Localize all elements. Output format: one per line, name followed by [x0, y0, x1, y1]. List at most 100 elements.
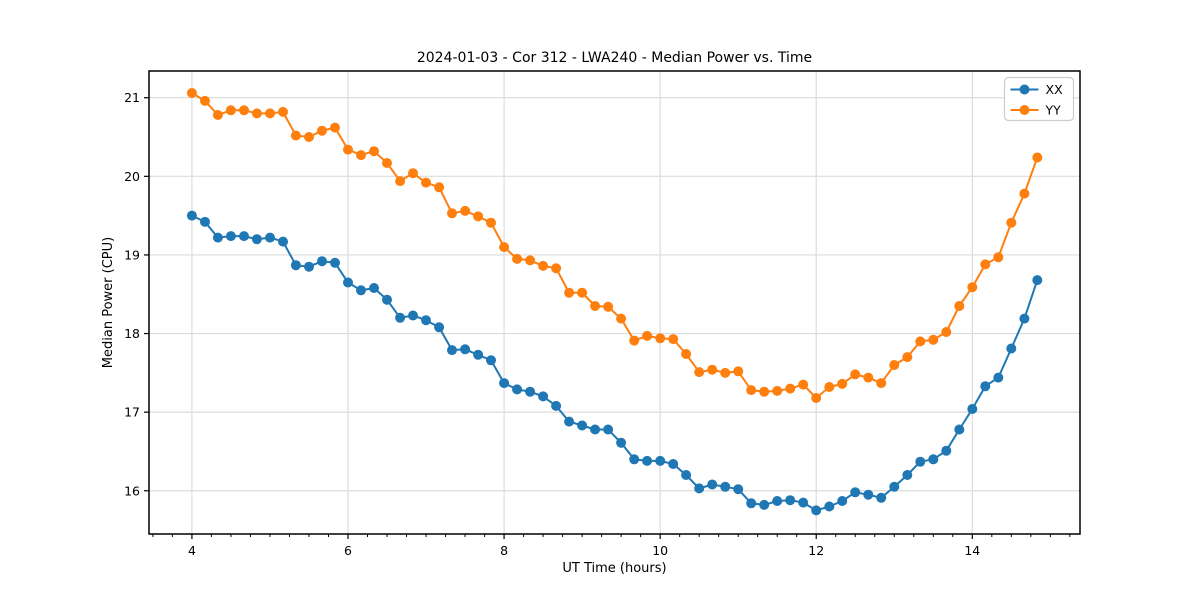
data-point-yy: [1006, 217, 1017, 228]
data-point-xx: [668, 459, 679, 469]
data-point-xx: [239, 231, 249, 242]
data-point-xx: [720, 481, 731, 492]
y-tick-label: 20: [124, 169, 140, 184]
data-point-xx: [421, 315, 431, 326]
data-point-xx: [434, 322, 445, 333]
legend: XX YY: [1003, 76, 1075, 122]
data-point-yy: [225, 105, 236, 116]
data-point-yy: [382, 158, 392, 168]
data-point-xx: [551, 400, 562, 411]
data-point-xx: [382, 294, 392, 305]
data-point-yy: [290, 130, 301, 141]
data-point-yy: [538, 260, 549, 271]
data-point-yy: [395, 176, 406, 187]
data-point-xx: [642, 455, 653, 466]
y-axis-label: Median Power (CPU): [101, 237, 116, 368]
data-point-xx: [785, 495, 796, 506]
legend-marker-xx: [1019, 84, 1030, 95]
data-point-yy: [239, 105, 249, 116]
data-point-yy: [863, 372, 874, 383]
data-point-xx: [369, 283, 379, 293]
data-point-xx: [941, 445, 952, 456]
data-point-xx: [967, 404, 978, 414]
data-point-xx: [525, 386, 536, 397]
data-point-yy: [421, 177, 431, 188]
data-point-xx: [772, 496, 783, 506]
data-point-yy: [460, 205, 471, 216]
data-point-xx: [212, 232, 223, 243]
data-point-xx: [681, 470, 692, 480]
data-point-xx: [473, 349, 484, 360]
data-point-yy: [642, 330, 653, 341]
x-tick-label: 12: [808, 543, 824, 558]
data-point-yy: [447, 208, 457, 219]
data-point-yy: [434, 182, 445, 193]
data-point-xx: [278, 236, 288, 247]
data-point-yy: [186, 88, 197, 98]
data-point-xx: [290, 260, 301, 271]
data-point-yy: [785, 383, 796, 394]
data-point-yy: [616, 313, 627, 324]
data-point-yy: [967, 282, 978, 293]
data-point-xx: [733, 484, 744, 495]
data-point-xx: [512, 384, 523, 395]
plot-border: [148, 70, 1081, 535]
legend-box: [1003, 76, 1075, 122]
data-point-xx: [629, 454, 640, 465]
data-point-yy: [304, 132, 314, 142]
data-point-xx: [707, 479, 718, 490]
data-point-yy: [1019, 188, 1030, 199]
data-point-xx: [486, 355, 496, 366]
data-point-yy: [330, 122, 340, 133]
data-point-yy: [668, 334, 679, 345]
data-point-xx: [616, 437, 627, 448]
legend-marker-yy: [1019, 105, 1030, 115]
data-point-yy: [733, 366, 744, 377]
data-point-xx: [915, 456, 926, 467]
x-tick-label: 14: [964, 543, 980, 558]
data-point-yy: [251, 108, 262, 119]
data-point-xx: [265, 232, 275, 243]
data-point-xx: [225, 231, 236, 242]
data-point-yy: [889, 360, 900, 370]
data-point-xx: [186, 210, 197, 221]
data-point-yy: [993, 252, 1004, 263]
data-point-xx: [251, 234, 262, 245]
data-point-xx: [1006, 343, 1017, 354]
axis-ticks: 4 6 8 10 12 14 16 17 18 19 20 21: [124, 90, 1071, 558]
data-point-xx: [330, 257, 340, 268]
data-point-yy: [655, 333, 666, 344]
data-point-yy: [512, 253, 523, 264]
data-point-yy: [590, 301, 601, 311]
data-point-yy: [980, 259, 991, 270]
data-point-xx: [798, 497, 809, 508]
data-point-yy: [850, 369, 861, 380]
data-point-yy: [408, 168, 418, 179]
data-point-xx: [1032, 275, 1043, 286]
data-point-xx: [863, 489, 874, 500]
data-point-yy: [343, 144, 353, 155]
data-point-xx: [850, 487, 861, 498]
data-point-yy: [798, 379, 809, 390]
data-point-yy: [746, 385, 757, 396]
data-point-yy: [707, 364, 718, 375]
legend-label-xx: XX: [1046, 82, 1064, 97]
data-point-xx: [343, 277, 353, 288]
data-point-xx: [746, 498, 757, 509]
data-point-yy: [681, 349, 692, 359]
y-tick-label: 19: [124, 247, 140, 262]
data-point-xx: [759, 499, 770, 510]
data-point-xx: [811, 505, 822, 516]
data-point-yy: [772, 385, 783, 396]
data-point-xx: [902, 470, 913, 480]
data-point-xx: [200, 216, 210, 227]
data-point-yy: [525, 255, 536, 266]
data-point-xx: [889, 481, 900, 492]
y-tick-label: 18: [124, 326, 140, 341]
y-tick-label: 16: [124, 483, 140, 498]
data-point-xx: [538, 391, 549, 402]
data-point-yy: [473, 211, 484, 222]
legend-label-yy: YY: [1045, 102, 1062, 117]
data-point-xx: [837, 496, 848, 506]
